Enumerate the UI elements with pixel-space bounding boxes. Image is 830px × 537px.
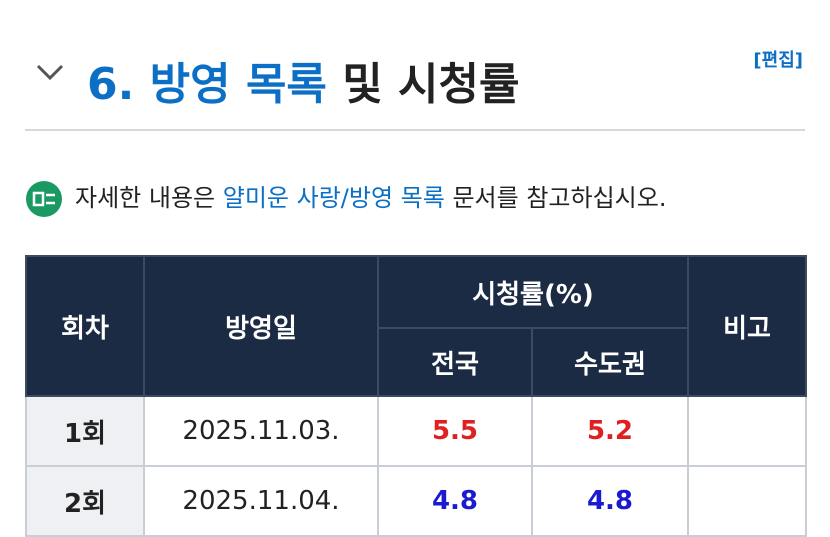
capital-cell: 5.2 xyxy=(530,395,690,467)
note-text: 문서를 참고하십시오. xyxy=(452,184,667,212)
remarks-cell xyxy=(687,395,808,467)
date-cell: 2025.11.04. xyxy=(143,465,379,537)
title-text: 및 시청률 xyxy=(342,59,520,110)
section-title: 6. 방영 목록 및 시청률 xyxy=(87,48,520,112)
header-cell: 회차 xyxy=(25,255,145,397)
header-cell: 시청률(%) xyxy=(376,255,690,329)
note: 자세한 내용은 얄미운 사랑/방영 목록 문서를 참고하십시오. xyxy=(25,178,666,218)
header-cell: 전국 xyxy=(377,327,533,397)
table-row: 2회 2025.11.04. 4.8 4.8 xyxy=(25,465,808,537)
header-cell: 수도권 xyxy=(530,327,690,397)
episode-cell: 1회 xyxy=(25,395,145,467)
section-header: 6. 방영 목록 및 시청률 [편집] xyxy=(25,40,805,116)
national-cell: 4.8 xyxy=(377,465,533,537)
national-cell: 5.5 xyxy=(377,395,533,467)
divider xyxy=(25,129,805,131)
episode-cell: 2회 xyxy=(25,465,145,537)
note-text: 자세한 내용은 xyxy=(75,184,216,212)
note-link[interactable]: 얄미운 사랑/방영 목록 xyxy=(222,184,445,212)
title-link[interactable]: 방영 목록 xyxy=(149,59,327,110)
table-row: 1회 2025.11.03. 5.5 5.2 xyxy=(25,395,808,467)
edit-link[interactable]: [편집] xyxy=(753,50,803,71)
remarks-cell xyxy=(687,465,808,537)
collapse-toggle[interactable] xyxy=(35,62,65,82)
section-number: 6. xyxy=(87,59,135,110)
header-cell: 비고 xyxy=(687,255,808,397)
date-cell: 2025.11.03. xyxy=(143,395,379,467)
header-cell: 방영일 xyxy=(143,255,379,397)
capital-cell: 4.8 xyxy=(530,465,690,537)
table-body: 1회 2025.11.03. 5.5 5.2 2회 2025.11.04. 4.8 4.8 xyxy=(25,395,808,537)
note-icon xyxy=(26,181,62,217)
ratings-table: 회차 방영일 시청률(%) 비고 전국 수도권 1회 2025.11.03. 5.5 5.2 2… xyxy=(25,255,808,537)
